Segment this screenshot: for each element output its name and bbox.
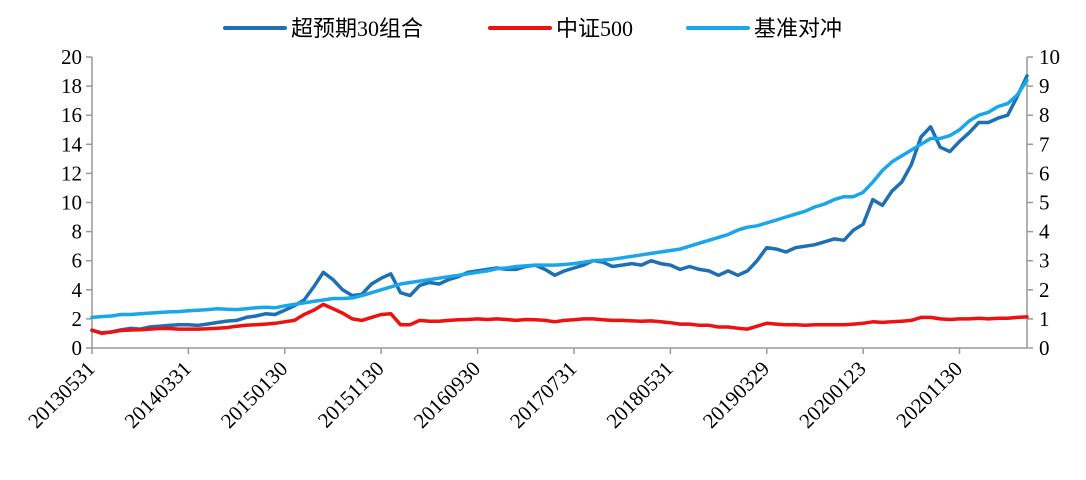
x-tick-label: 20190329 — [698, 357, 774, 433]
left-y-tick-label: 6 — [72, 249, 83, 273]
series-lines — [90, 74, 1029, 336]
series-line-2 — [90, 302, 1029, 336]
left-y-tick-label: 14 — [61, 132, 83, 156]
right-y-tick-label: 4 — [1039, 220, 1050, 244]
x-ticks: 20130531 20140331 20150130 20151130 20160930… — [23, 348, 967, 433]
left-y-ticks: 0 2 4 6 8 10 12 14 16 18 20 — [61, 45, 92, 360]
left-y-tick-label: 2 — [72, 307, 83, 331]
right-y-tick-label: 2 — [1039, 278, 1050, 302]
right-y-tick-label: 5 — [1039, 191, 1050, 215]
left-y-tick-label: 16 — [61, 103, 82, 127]
left-y-tick-label: 8 — [72, 220, 83, 244]
left-y-tick-label: 20 — [61, 45, 82, 69]
right-y-tick-label: 6 — [1039, 161, 1050, 185]
series-line-1 — [90, 74, 1029, 335]
x-tick-label: 20130531 — [23, 357, 99, 433]
right-y-tick-label: 10 — [1039, 45, 1060, 69]
right-y-tick-label: 3 — [1039, 249, 1050, 273]
right-y-ticks: 0 1 2 3 4 5 6 7 8 9 10 — [1027, 45, 1060, 360]
x-tick-label: 20140331 — [120, 357, 196, 433]
axes — [91, 57, 1028, 349]
x-tick-label: 20201130 — [891, 357, 967, 433]
legend: 超预期30组合 中证500 基准对冲 — [223, 16, 842, 41]
x-tick-label: 20151130 — [313, 357, 389, 433]
right-y-tick-label: 8 — [1039, 103, 1050, 127]
x-tick-label: 20160930 — [409, 357, 485, 433]
left-y-tick-label: 0 — [72, 336, 83, 360]
legend-label-1: 超预期30组合 — [291, 16, 423, 41]
x-tick-label: 20200123 — [794, 357, 870, 433]
x-tick-label: 20150130 — [216, 357, 292, 433]
x-tick-label: 20170731 — [505, 357, 581, 433]
x-tick-label: 20180531 — [602, 357, 678, 433]
right-y-tick-label: 1 — [1039, 307, 1050, 331]
legend-label-3: 基准对冲 — [754, 16, 842, 41]
right-y-tick-label: 9 — [1039, 74, 1050, 98]
left-y-tick-label: 4 — [72, 278, 83, 302]
legend-label-2: 中证500 — [556, 16, 633, 41]
series-line-3 — [90, 78, 1029, 320]
left-y-tick-label: 12 — [61, 161, 82, 185]
right-y-tick-label: 7 — [1039, 132, 1050, 156]
left-y-tick-label: 10 — [61, 191, 82, 215]
right-y-tick-label: 0 — [1039, 336, 1050, 360]
left-y-tick-label: 18 — [61, 74, 82, 98]
